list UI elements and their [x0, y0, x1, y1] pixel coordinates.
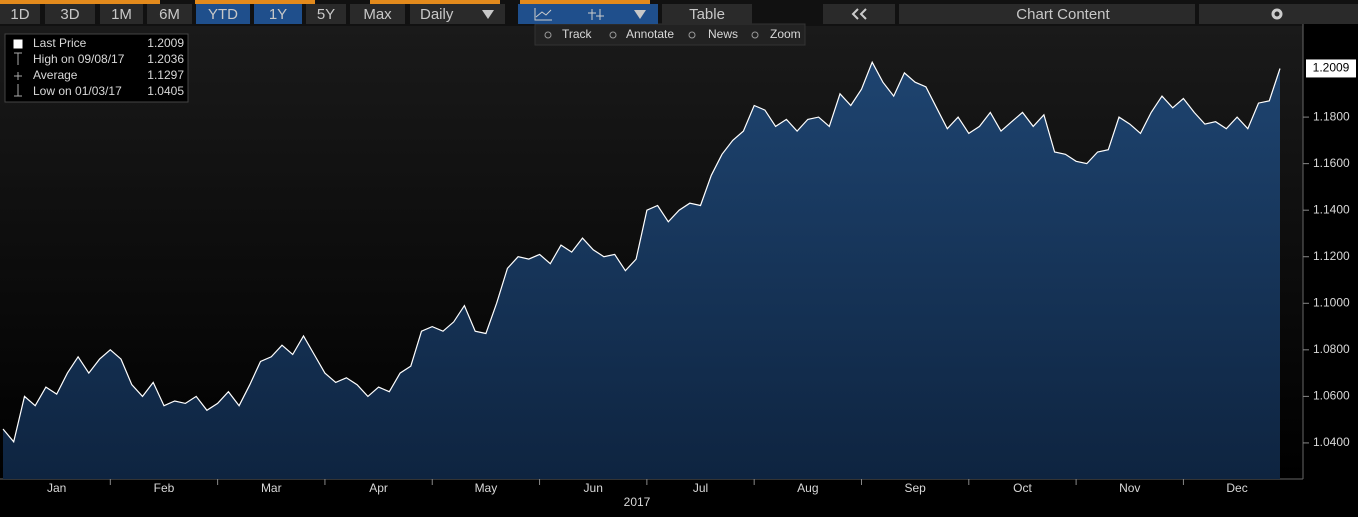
legend [4, 33, 189, 103]
frequency-label: Daily [420, 6, 454, 23]
y-tick-label: 1.0600 [1313, 389, 1350, 403]
range-label: Max [363, 6, 392, 23]
x-axis-label: 2017 [624, 495, 651, 509]
dropdown-arrow [634, 10, 646, 19]
range-label: 6M [159, 6, 180, 23]
range-label: 5Y [317, 6, 335, 23]
tool-label[interactable]: News [708, 27, 738, 41]
icon-button[interactable] [518, 4, 658, 24]
legend-label: Low on 01/03/17 [33, 84, 122, 98]
legend-label: Average [33, 68, 78, 82]
x-tick-label: May [475, 481, 498, 495]
range-button[interactable] [45, 4, 95, 24]
legend-marker [13, 39, 23, 49]
range-label: 1Y [269, 6, 287, 23]
icon [588, 9, 604, 20]
field [520, 0, 650, 4]
last-price-tag [1306, 59, 1356, 78]
table-button[interactable] [662, 4, 752, 24]
y-tick-label: 1.0400 [1313, 435, 1350, 449]
dropdown-arrow [482, 10, 494, 19]
legend-marker [14, 84, 22, 97]
range-button[interactable] [196, 4, 250, 24]
frequency-button[interactable] [410, 4, 505, 24]
range-label: 3D [60, 6, 79, 23]
tool-label[interactable]: Zoom [770, 27, 801, 41]
settings-button[interactable] [1199, 4, 1358, 24]
y-tick-label: 1.0800 [1313, 342, 1350, 356]
x-tick-label: Oct [1013, 481, 1032, 495]
tool-icon [751, 31, 759, 39]
legend-value: 1.2036 [147, 52, 184, 66]
range-button[interactable] [350, 4, 405, 24]
range-button[interactable] [0, 4, 40, 24]
collapse-button[interactable] [823, 4, 895, 24]
range-label: 1D [10, 6, 29, 23]
range-button[interactable] [147, 4, 192, 24]
icon [851, 8, 867, 20]
x-tick-label: Jan [47, 481, 66, 495]
x-tick-label: Jun [584, 481, 603, 495]
tool-icon [688, 31, 696, 39]
x-tick-label: Feb [154, 481, 175, 495]
area [3, 62, 1280, 479]
x-tick-label: Sep [904, 481, 926, 495]
tool-icon [544, 31, 552, 39]
legend-value: 1.2009 [147, 36, 184, 50]
price-line [2, 60, 1281, 444]
range-button[interactable] [100, 4, 143, 24]
tool-label[interactable]: Track [562, 27, 593, 41]
range-button[interactable] [254, 4, 302, 24]
chart-content-button[interactable] [899, 4, 1195, 24]
last-price-label: 1.2009 [1313, 61, 1350, 75]
x-tick-label: Apr [369, 481, 388, 495]
range-button[interactable] [306, 4, 346, 24]
x-tick-label: Dec [1226, 481, 1247, 495]
range-label: 1M [111, 6, 132, 23]
x-tick-label: Aug [797, 481, 818, 495]
chart-content-label: Chart Content [1016, 6, 1110, 23]
icon [1271, 8, 1283, 20]
x-tick-label: Jul [693, 481, 708, 495]
icon [534, 8, 552, 21]
field [195, 0, 315, 4]
tool-icon [609, 31, 617, 39]
y-axis-area [1303, 24, 1358, 479]
y-tick-label: 1.1000 [1313, 295, 1350, 309]
y-tick-label: 1.1800 [1313, 109, 1350, 123]
legend-value: 1.0405 [147, 84, 184, 98]
x-tick-label: Mar [261, 481, 282, 495]
y-tick-label: 1.1600 [1313, 156, 1350, 170]
legend-marker [14, 52, 22, 65]
x-tick-label: Nov [1119, 481, 1140, 495]
range-label: YTD [208, 6, 238, 23]
legend-label: High on 09/08/17 [33, 52, 125, 66]
legend-marker [14, 72, 22, 80]
field [0, 0, 160, 4]
legend-value: 1.1297 [147, 68, 184, 82]
y-tick-label: 1.1400 [1313, 202, 1350, 216]
field [370, 0, 500, 4]
table-label: Table [689, 6, 725, 23]
y-tick-label: 1.1200 [1313, 249, 1350, 263]
tool-label[interactable]: Annotate [626, 27, 674, 41]
legend-label: Last Price [33, 36, 87, 50]
